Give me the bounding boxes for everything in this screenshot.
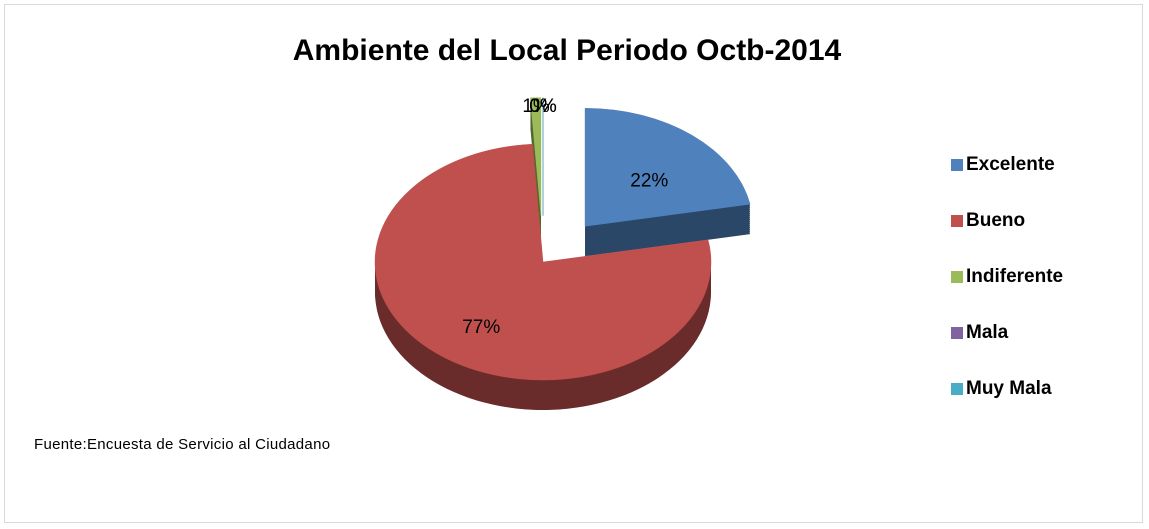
data-label: 0% bbox=[529, 96, 557, 117]
legend-label: Muy Mala bbox=[966, 378, 1052, 399]
legend-label: Indiferente bbox=[966, 266, 1063, 287]
legend-swatch bbox=[951, 159, 963, 171]
legend-swatch bbox=[951, 271, 963, 283]
legend-swatch bbox=[951, 383, 963, 395]
data-label: 22% bbox=[630, 171, 668, 192]
legend-swatch bbox=[951, 327, 963, 339]
legend-label: Excelente bbox=[966, 154, 1055, 175]
data-label: 0% bbox=[529, 96, 557, 117]
slice bbox=[374, 143, 712, 381]
slice bbox=[584, 108, 751, 227]
data-label: 1% bbox=[522, 96, 550, 117]
slice bbox=[530, 97, 542, 216]
chart-title: Ambiente del Local Periodo Octb-2014 bbox=[293, 34, 842, 67]
legend-label: Bueno bbox=[966, 210, 1025, 231]
footnote: Fuente:Encuesta de Servicio al Ciudadano bbox=[34, 436, 330, 453]
pie bbox=[374, 97, 751, 411]
legend-swatch bbox=[951, 215, 963, 227]
legend-label: Mala bbox=[966, 322, 1009, 343]
data-label: 77% bbox=[462, 317, 500, 338]
